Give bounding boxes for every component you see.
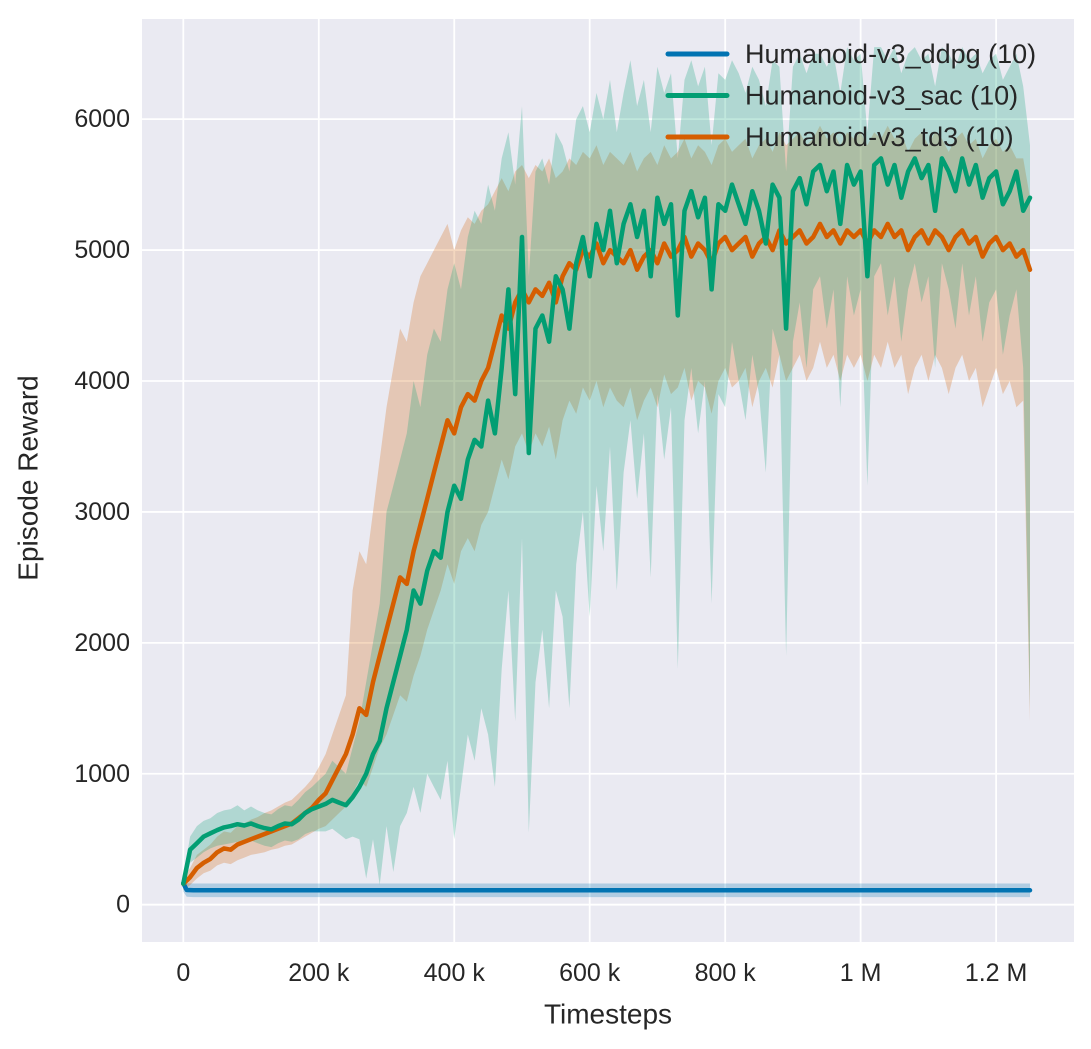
y-tick-label: 1000 bbox=[74, 760, 130, 788]
legend: Humanoid-v3_ddpg (10) Humanoid-v3_sac (10… bbox=[665, 39, 1036, 152]
y-tick-label: 2000 bbox=[74, 629, 130, 657]
x-tick-label: 800 k bbox=[695, 959, 757, 987]
x-tick-label: 200 k bbox=[288, 959, 350, 987]
x-tick-label: 1 M bbox=[840, 959, 882, 987]
y-tick-label: 4000 bbox=[74, 367, 130, 395]
legend-item: Humanoid-v3_td3 (10) bbox=[665, 122, 1014, 152]
legend-item: Humanoid-v3_sac (10) bbox=[665, 81, 1018, 111]
ddpg-mean-line bbox=[181, 880, 1033, 893]
y-tick-label: 0 bbox=[116, 891, 130, 919]
axis-ticks: 0 1000 2000 3000 4000 5000 6000 0 200 k 400 k 600 … bbox=[74, 105, 1027, 987]
x-tick-label: 600 k bbox=[559, 959, 621, 987]
legend-label: Humanoid-v3_td3 (10) bbox=[745, 122, 1014, 152]
x-tick-label: 0 bbox=[176, 959, 190, 987]
td3-mean-line bbox=[181, 221, 1033, 886]
sac-mean-line bbox=[181, 156, 1033, 886]
legend-item: Humanoid-v3_ddpg (10) bbox=[665, 39, 1036, 69]
legend-label: Humanoid-v3_ddpg (10) bbox=[745, 39, 1036, 69]
y-axis-label: Episode Reward bbox=[13, 375, 44, 580]
x-tick-label: 1.2 M bbox=[965, 959, 1028, 987]
td3-confidence-band bbox=[183, 125, 1031, 891]
x-tick-label: 400 k bbox=[424, 959, 486, 987]
x-axis-label: Timesteps bbox=[544, 999, 672, 1030]
y-tick-label: 3000 bbox=[74, 498, 130, 526]
gridlines bbox=[142, 19, 1074, 942]
y-tick-label: 6000 bbox=[74, 105, 130, 133]
legend-label: Humanoid-v3_sac (10) bbox=[745, 81, 1018, 111]
y-tick-label: 5000 bbox=[74, 236, 130, 264]
